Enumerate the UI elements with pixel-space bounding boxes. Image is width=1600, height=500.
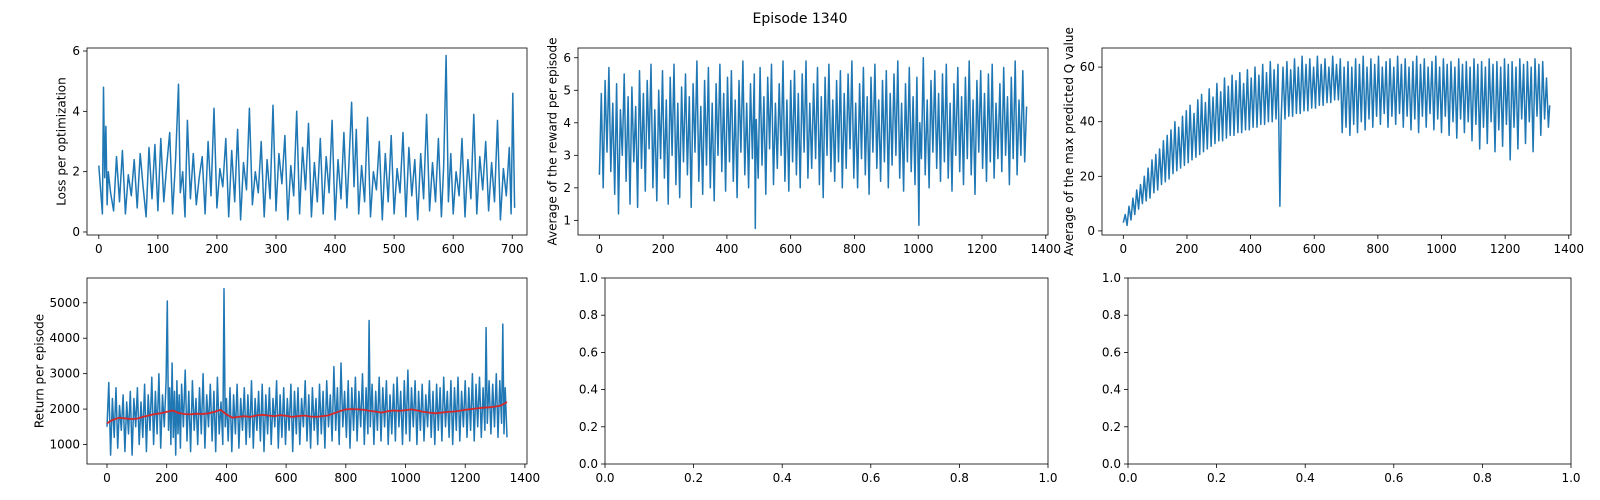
subplot-empty-1: 0.0 0.2 0.4 0.6 0.8 1.0 0.0 0.2 0.4 0.6 0.8 1.0	[579, 271, 1058, 485]
y-tick-label: 60	[1080, 60, 1095, 74]
y-tick-label: 0.4	[1102, 383, 1121, 397]
y-tick-label: 0.6	[1102, 345, 1121, 359]
series-line-avg-reward-0	[598, 57, 1028, 230]
x-tick-label: 400	[1239, 242, 1262, 256]
x-tick-label: 400	[215, 471, 238, 485]
y-tick-label: 5000	[49, 296, 80, 310]
y-tick-label: 0.6	[579, 345, 598, 359]
x-tick-label: 200	[1176, 242, 1199, 256]
x-tick-label: 0.0	[595, 471, 614, 485]
y-tick-label: 1.0	[1102, 271, 1121, 285]
y-tick-label: 0.8	[579, 308, 598, 322]
y-tick-label: 2000	[49, 402, 80, 416]
y-tick-label: 0.8	[1102, 308, 1121, 322]
axes-frame	[1101, 47, 1572, 236]
axes-frame	[86, 47, 528, 236]
y-tick-label: 6	[72, 44, 80, 58]
x-tick-label: 800	[334, 471, 357, 485]
subplot-empty-2: 0.0 0.2 0.4 0.6 0.8 1.0 0.0 0.2 0.4 0.6 0.8 1.0	[1102, 271, 1581, 485]
y-tick-label: 20	[1080, 169, 1095, 183]
x-tick-label: 200	[205, 242, 228, 256]
subplot-return: 0 200 400 600 800 1000 1200 1400 1000 2000 3000 400…	[32, 277, 541, 485]
y-axis-label: Return per episode	[32, 314, 46, 428]
x-tick-label: 1200	[450, 471, 481, 485]
subplot-loss: 0 100 200 300 400 500 600 700 0 2 4 6 Loss per optim…	[55, 44, 528, 256]
series-line-return-1	[106, 401, 508, 425]
x-tick-label: 0.6	[1384, 471, 1403, 485]
x-tick-label: 0	[95, 242, 103, 256]
x-tick-label: 400	[324, 242, 347, 256]
x-tick-label: 0.2	[684, 471, 703, 485]
x-tick-label: 0.8	[950, 471, 969, 485]
x-tick-label: 1400	[510, 471, 541, 485]
axes-frame	[86, 277, 528, 465]
x-tick-label: 1200	[967, 242, 998, 256]
x-tick-label: 200	[155, 471, 178, 485]
y-tick-label: 4	[563, 116, 571, 130]
x-tick-label: 200	[652, 242, 675, 256]
x-tick-label: 300	[265, 242, 288, 256]
x-tick-label: 600	[779, 242, 802, 256]
y-tick-label: 0.0	[1102, 457, 1121, 471]
y-axis-label: Average of the max predicted Q value	[1062, 27, 1076, 256]
axes-frame	[1127, 277, 1572, 465]
x-tick-label: 800	[1366, 242, 1389, 256]
x-tick-label: 0.2	[1207, 471, 1226, 485]
x-tick-label: 0.4	[773, 471, 792, 485]
y-axis-label: Loss per optimization	[55, 77, 69, 206]
y-tick-label: 0.2	[1102, 420, 1121, 434]
x-tick-label: 1200	[1490, 242, 1521, 256]
x-tick-label: 1.0	[1561, 471, 1580, 485]
x-tick-label: 0.4	[1296, 471, 1315, 485]
y-tick-label: 1	[563, 213, 571, 227]
x-tick-label: 800	[843, 242, 866, 256]
y-tick-label: 2	[72, 165, 80, 179]
x-tick-label: 0.8	[1473, 471, 1492, 485]
x-tick-label: 700	[501, 242, 524, 256]
y-axis-label: Average of the reward per episode	[546, 37, 560, 245]
y-tick-label: 3000	[49, 367, 80, 381]
x-tick-label: 400	[715, 242, 738, 256]
y-tick-label: 4000	[49, 331, 80, 345]
x-tick-label: 0.6	[861, 471, 880, 485]
series-line-return-0	[106, 287, 508, 456]
y-tick-label: 0.4	[579, 383, 598, 397]
x-tick-label: 500	[383, 242, 406, 256]
y-tick-label: 6	[563, 51, 571, 65]
y-tick-label: 0	[1087, 224, 1095, 238]
x-tick-label: 1000	[390, 471, 421, 485]
y-tick-label: 1000	[49, 438, 80, 452]
x-tick-label: 1400	[1553, 242, 1584, 256]
x-tick-label: 0.0	[1118, 471, 1137, 485]
y-tick-label: 3	[563, 148, 571, 162]
y-tick-label: 0	[72, 225, 80, 239]
y-tick-label: 0.0	[579, 457, 598, 471]
x-tick-label: 1000	[903, 242, 934, 256]
subplot-max-q: 0 200 400 600 800 1000 1200 1400 0 20 40 60 Average …	[1062, 27, 1584, 256]
x-tick-label: 1.0	[1038, 471, 1057, 485]
y-tick-label: 1.0	[579, 271, 598, 285]
series-line-max-q-0	[1122, 55, 1551, 227]
x-tick-label: 100	[146, 242, 169, 256]
series-line-loss-0	[98, 54, 516, 221]
x-tick-label: 0	[103, 471, 111, 485]
x-tick-label: 600	[1303, 242, 1326, 256]
x-tick-label: 0	[1119, 242, 1127, 256]
y-tick-label: 2	[563, 181, 571, 195]
y-tick-label: 4	[72, 104, 80, 118]
y-tick-label: 0.2	[579, 420, 598, 434]
y-tick-label: 40	[1080, 115, 1095, 129]
x-tick-label: 0	[596, 242, 604, 256]
x-tick-label: 600	[275, 471, 298, 485]
x-tick-label: 600	[442, 242, 465, 256]
figure-suptitle: Episode 1340	[752, 11, 847, 27]
axes-frame	[604, 277, 1049, 465]
axes-frame	[577, 47, 1049, 236]
x-tick-label: 1400	[1030, 242, 1061, 256]
x-tick-label: 1000	[1426, 242, 1457, 256]
y-tick-label: 5	[563, 83, 571, 97]
